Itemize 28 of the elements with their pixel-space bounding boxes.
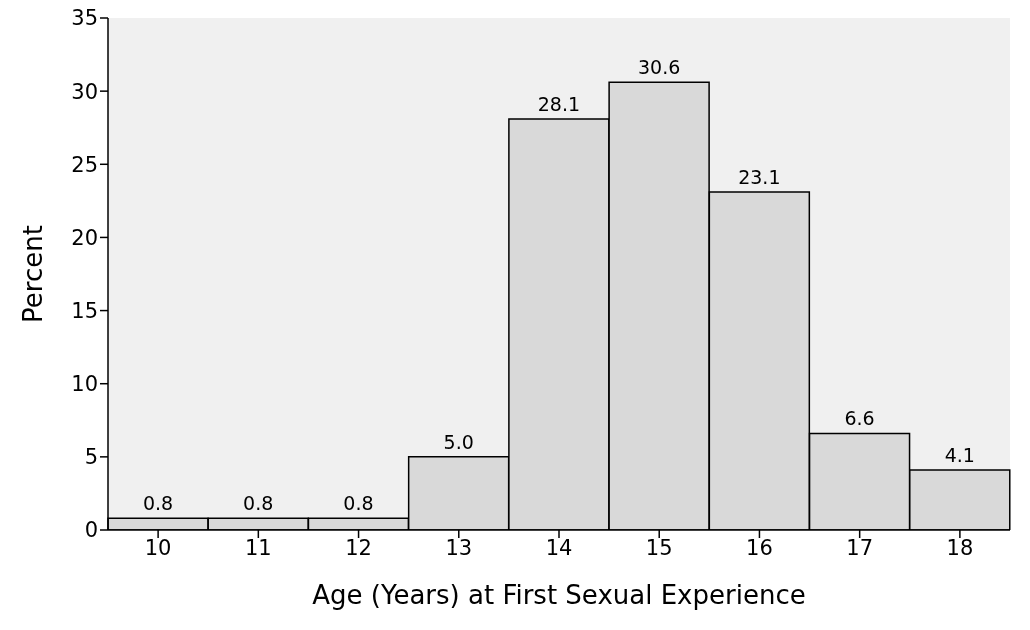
data-label: 0.8	[243, 492, 274, 515]
data-label: 0.8	[343, 492, 374, 515]
data-label: 0.8	[142, 492, 174, 515]
y-tick-label: 5	[84, 445, 98, 470]
data-label: 30.6	[637, 56, 681, 79]
x-tick-label: 13	[445, 535, 473, 560]
y-tick-label: 25	[71, 152, 98, 177]
x-tick-label: 17	[846, 535, 874, 560]
x-tick-label: 14	[545, 535, 573, 560]
x-axis-title: Age (Years) at First Sexual Experience	[312, 580, 806, 610]
data-label: 6.6	[844, 407, 875, 430]
x-tick-label: 16	[746, 535, 773, 560]
x-tick-label: 11	[244, 535, 272, 560]
y-tick-label: 15	[71, 299, 98, 324]
y-axis-title: Percent	[18, 225, 49, 323]
y-tick-label: 0	[84, 518, 98, 543]
data-label: 5.0	[443, 430, 474, 453]
x-tick-label: 10	[144, 535, 172, 560]
x-tick-label: 12	[345, 535, 372, 560]
y-tick-label: 20	[71, 225, 98, 250]
x-tick-label: 18	[946, 535, 974, 560]
data-label: 28.1	[537, 92, 581, 115]
x-tick-label: 15	[645, 535, 673, 560]
data-label: 4.1	[944, 444, 975, 467]
y-tick-label: 30	[71, 79, 98, 104]
data-label: 23.1	[738, 166, 781, 189]
y-tick-label: 10	[71, 372, 98, 397]
y-tick-label: 35	[71, 6, 98, 31]
